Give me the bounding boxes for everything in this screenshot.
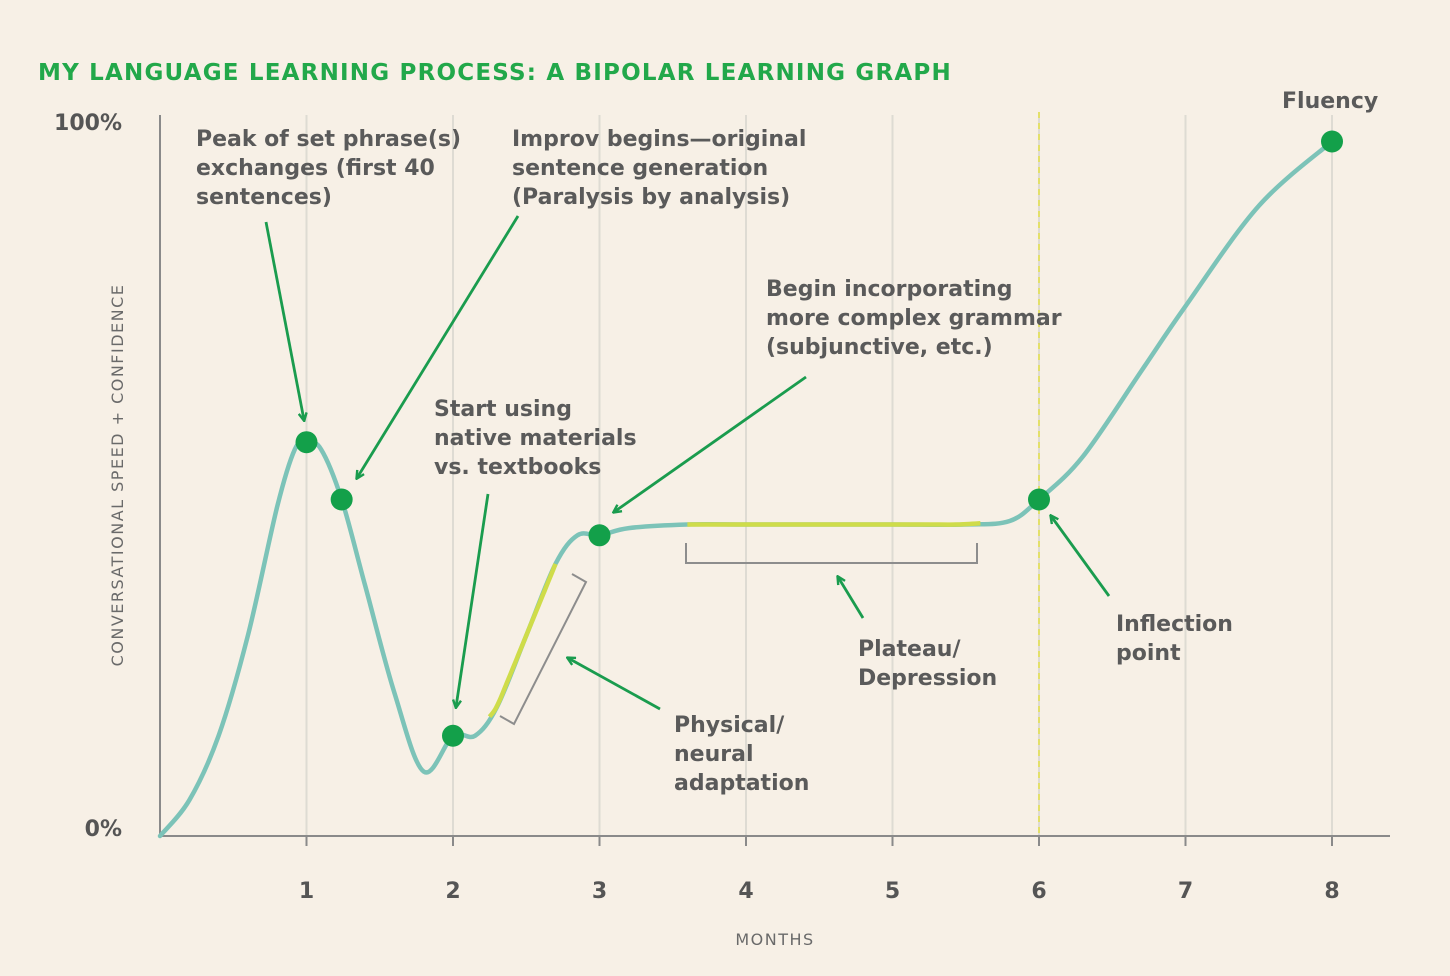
arrow-adaptation xyxy=(568,658,661,711)
arrow-inflection xyxy=(1051,516,1111,597)
x-tick-label: 2 xyxy=(445,879,460,904)
annotation-grammar: Begin incorporating more complex grammar… xyxy=(766,277,1069,360)
x-tick-label: 4 xyxy=(738,879,753,904)
y-axis-label: CONVERSATIONAL SPEED + CONFIDENCE xyxy=(108,284,127,667)
annotation-inflection-line: Inflection xyxy=(1116,612,1233,637)
x-tick-label: 1 xyxy=(299,879,314,904)
annotation-grammar-line: more complex grammar xyxy=(766,306,1062,331)
x-tick-label: 7 xyxy=(1178,879,1193,904)
data-point xyxy=(330,488,353,511)
annotation-adaptation-line: adaptation xyxy=(674,771,809,796)
tick-labels: 1 2 3 4 5 6 7 8 0% 100% xyxy=(54,111,1340,904)
annotation-native: Start using native materials vs. textboo… xyxy=(434,397,644,480)
annotation-plateau-line: Depression xyxy=(858,666,997,691)
annotation-grammar-line: Begin incorporating xyxy=(766,277,1013,302)
chart-title: MY LANGUAGE LEARNING PROCESS: A BIPOLAR … xyxy=(38,60,952,86)
arrow-peak xyxy=(264,221,304,420)
arrow-grammar xyxy=(614,375,807,512)
annotations: Peak of set phrase(s) exchanges (first 4… xyxy=(196,89,1378,796)
arrow-improv xyxy=(357,215,520,478)
annotation-inflection: Inflection point xyxy=(1116,612,1241,666)
annotation-adaptation-line: Physical/ xyxy=(674,713,785,738)
annotation-peak-line: Peak of set phrase(s) xyxy=(196,127,461,152)
adaptation-highlight xyxy=(487,563,558,719)
annotation-grammar-line: (subjunctive, etc.) xyxy=(766,335,993,360)
adaptation-bracket xyxy=(499,573,588,726)
data-point xyxy=(1321,130,1343,153)
x-tick-label: 8 xyxy=(1324,879,1339,904)
annotation-plateau: Plateau/ Depression xyxy=(858,637,997,691)
annotation-inflection-line: point xyxy=(1116,641,1181,666)
annotation-fluency-line: Fluency xyxy=(1282,89,1378,114)
annotation-improv: Improv begins—original sentence generati… xyxy=(512,127,814,210)
annotation-peak: Peak of set phrase(s) exchanges (first 4… xyxy=(196,127,469,210)
y-tick-label: 0% xyxy=(85,817,122,842)
annotation-improv-line: sentence generation xyxy=(512,156,768,181)
annotation-native-line: vs. textbooks xyxy=(434,455,601,480)
plateau-highlight xyxy=(687,521,981,527)
annotation-native-line: Start using xyxy=(434,397,572,422)
annotation-fluency: Fluency xyxy=(1282,89,1378,114)
annotation-improv-line: (Paralysis by analysis) xyxy=(512,185,790,210)
data-point xyxy=(588,524,611,547)
annotation-adaptation: Physical/ neural adaptation xyxy=(674,713,809,796)
arrow-native xyxy=(456,493,490,707)
arrow-plateau xyxy=(838,577,865,619)
y-tick-label: 100% xyxy=(54,111,122,136)
x-tick-label: 5 xyxy=(885,879,900,904)
annotation-arrows xyxy=(264,215,1111,711)
plateau-bracket xyxy=(685,543,978,564)
annotation-native-line: native materials xyxy=(434,426,637,451)
x-tick-label: 3 xyxy=(592,879,607,904)
axes xyxy=(159,115,1390,846)
annotation-improv-line: Improv begins—original xyxy=(512,127,806,152)
brackets xyxy=(499,543,978,726)
data-points xyxy=(295,130,1343,747)
x-axis-label: MONTHS xyxy=(735,930,814,949)
data-point xyxy=(1028,488,1050,511)
data-point xyxy=(442,724,464,747)
annotation-peak-line: sentences) xyxy=(196,185,332,210)
annotation-peak-line: exchanges (first 40 xyxy=(196,156,435,181)
x-tick-label: 6 xyxy=(1031,879,1046,904)
annotation-adaptation-line: neural xyxy=(674,742,753,767)
annotation-plateau-line: Plateau/ xyxy=(858,637,961,662)
data-point xyxy=(295,431,318,454)
